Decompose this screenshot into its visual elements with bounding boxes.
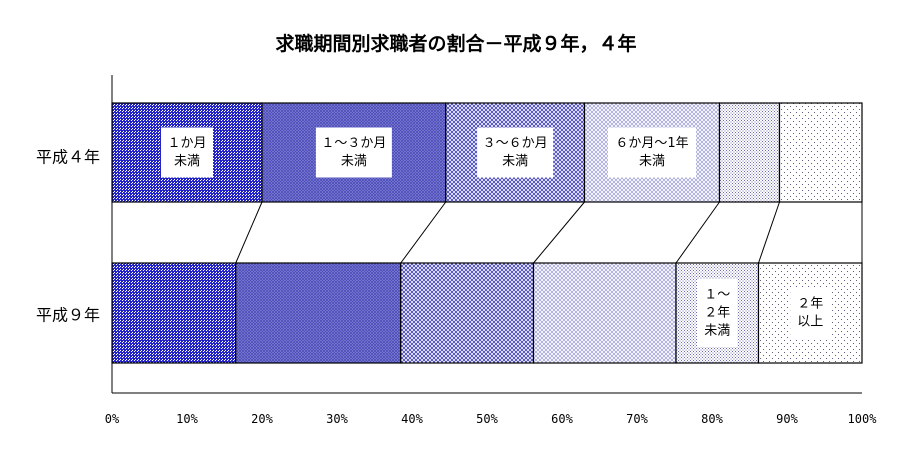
x-tick-label: 20% [251, 412, 273, 426]
x-tick-label: 10% [176, 412, 198, 426]
segment-label-text: 未満 [174, 154, 200, 169]
x-tick-label: 60% [551, 412, 573, 426]
bar-segment [235, 262, 402, 364]
connector-line [235, 201, 263, 264]
x-tick-label: 90% [776, 412, 798, 426]
connector-line [400, 201, 447, 264]
x-tick-label: 50% [476, 412, 498, 426]
x-tick-label: 80% [701, 412, 723, 426]
segment-label-text: １～ [704, 288, 730, 303]
x-tick-labels: 0% 10% 20% 30% 40% 50% 60% 70% 80% 90% 100% [105, 412, 877, 426]
segment-label-text: 未満 [341, 154, 367, 169]
bar-segment [400, 262, 535, 364]
category-label-heisei4: 平成４年 [36, 148, 100, 167]
connector-line [758, 201, 780, 264]
x-tick-label: 30% [326, 412, 348, 426]
x-tick-label: 100% [848, 412, 878, 426]
segment-label-text: ２年 [704, 306, 730, 321]
segment-label-text: 未満 [704, 324, 730, 339]
bar-segment [718, 102, 781, 203]
category-label-heisei9: 平成９年 [36, 306, 100, 325]
bar-segment [532, 262, 677, 364]
bar-segment [111, 262, 237, 364]
connector-line [533, 201, 585, 264]
segment-label-text: １か月 [167, 136, 206, 151]
segment-label-text: ３～６か月 [483, 136, 548, 151]
segment-label-text: １～３か月 [321, 136, 386, 151]
segment-label-text: 未満 [502, 154, 528, 169]
x-tick-label: 0% [105, 412, 120, 426]
segment-label-text: ２年 [797, 297, 823, 312]
bar-segment [778, 102, 863, 203]
segment-label-text: 未満 [639, 154, 665, 169]
x-tick-label: 70% [626, 412, 648, 426]
connector-line [675, 201, 720, 264]
x-tick-label: 40% [401, 412, 423, 426]
segment-label-text: 以上 [797, 315, 823, 330]
chart-title: 求職期間別求職者の割合－平成９年，４年 [275, 32, 636, 55]
segment-label-text: ６か月～1年 [615, 136, 688, 151]
